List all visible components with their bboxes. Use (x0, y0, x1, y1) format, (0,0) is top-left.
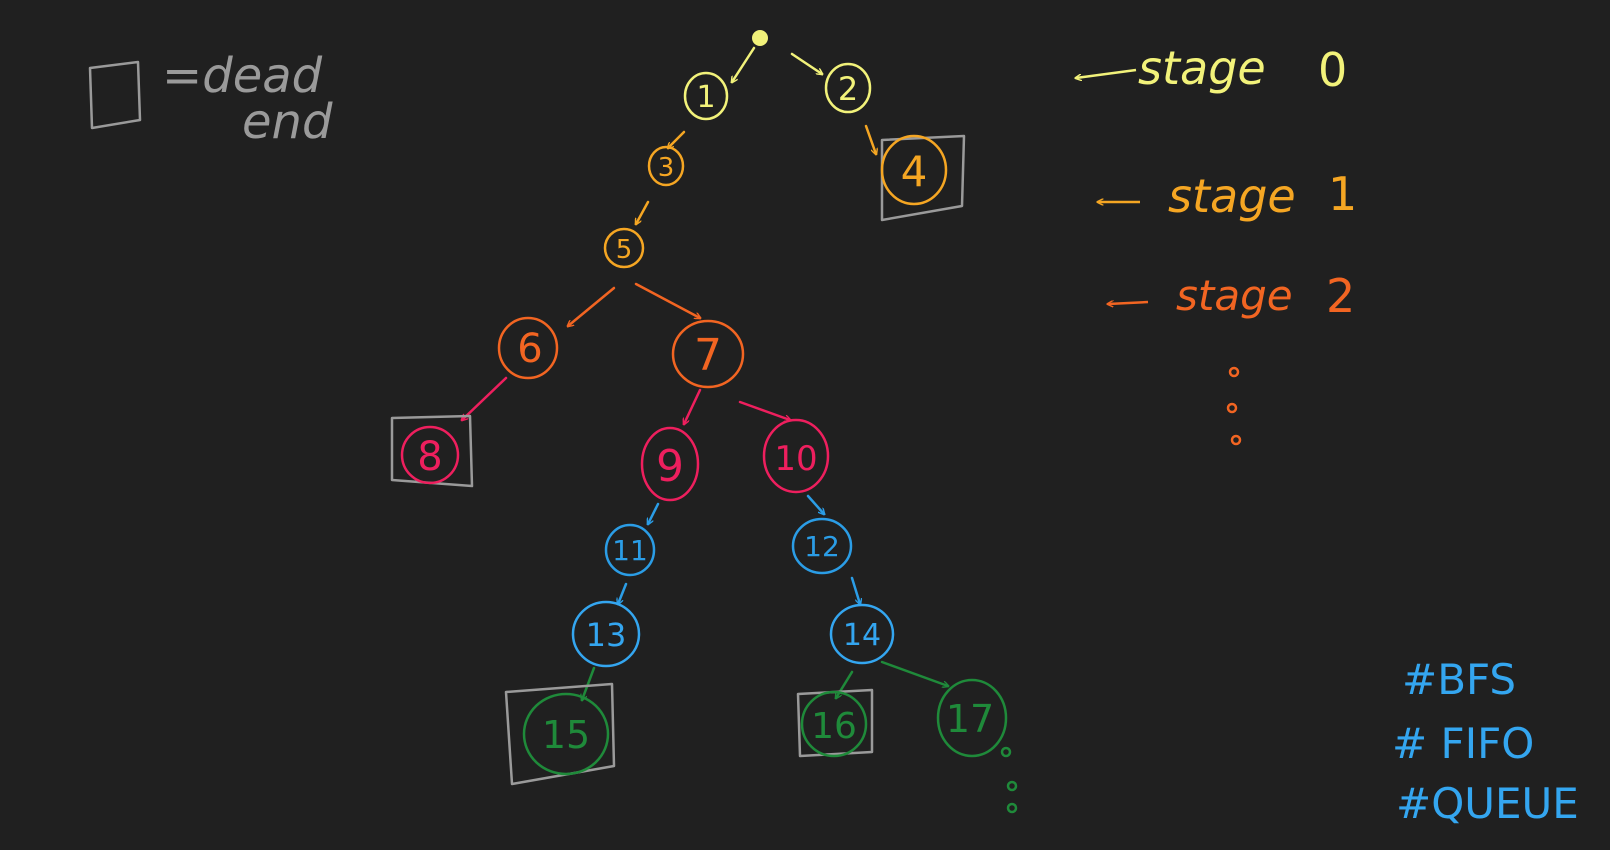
node-5: 5 (603, 227, 645, 269)
node-label-13: 13 (586, 616, 627, 654)
edge-11-13 (618, 582, 628, 604)
edge-14-16 (836, 670, 854, 698)
node-label-8: 8 (417, 434, 442, 480)
node-14: 14 (829, 603, 895, 665)
stage-1: stage 1 (1098, 167, 1357, 223)
node-label-4: 4 (901, 147, 928, 196)
node-label-1: 1 (696, 80, 715, 115)
node-6: 6 (497, 316, 559, 380)
node-label-9: 9 (656, 441, 684, 492)
node-label-10: 10 (774, 439, 817, 479)
node-9: 9 (640, 426, 700, 502)
root-node (752, 30, 768, 46)
dead-end-box-8 (390, 414, 474, 488)
node-3: 3 (647, 145, 685, 187)
node-16: 16 (796, 688, 874, 758)
node-15: 15 (504, 682, 616, 786)
tag-fifo: # FIFO (1392, 719, 1534, 768)
dead-end-box-15 (504, 682, 616, 786)
node-label-17: 17 (946, 697, 994, 741)
node-label-16: 16 (811, 706, 857, 747)
edge-2-4 (864, 124, 876, 154)
hashtags: #BFS # FIFO #QUEUE (1392, 655, 1579, 828)
stage-2: stage 2 (1108, 269, 1355, 323)
stage-continuation-dots (1226, 366, 1242, 446)
node-label-7: 7 (694, 330, 722, 381)
tag-queue: #QUEUE (1396, 779, 1579, 828)
stage-0-number: 0 (1318, 43, 1347, 97)
node-label-12: 12 (804, 530, 840, 563)
nodes: 1 2 3 4 5 6 7 (390, 62, 1018, 814)
edge-9-11 (648, 502, 660, 524)
tag-bfs: #BFS (1402, 655, 1516, 704)
dead-end-box-4 (880, 134, 966, 222)
node-label-6: 6 (517, 326, 542, 372)
node-label-3: 3 (658, 153, 675, 183)
node-4: 4 (880, 134, 966, 222)
edge-7-10 (738, 400, 790, 420)
legend-text-line1: =dead (162, 48, 323, 104)
stage-1-number: 1 (1328, 167, 1357, 221)
stage-2-label: stage (1176, 271, 1293, 320)
edge-3-5 (636, 200, 650, 224)
edge-13-15 (582, 666, 596, 700)
edge-10-12 (806, 494, 824, 514)
edge-5-6 (568, 286, 616, 326)
edge-7-9 (684, 388, 702, 424)
stage-1-label: stage (1168, 169, 1296, 223)
node-label-11: 11 (612, 534, 648, 567)
node-1: 1 (683, 71, 729, 121)
edge-5-7 (634, 282, 700, 318)
edge-root-1 (732, 46, 756, 82)
stage-2-number: 2 (1326, 269, 1355, 323)
node-13: 13 (571, 600, 641, 668)
dead-end-box-16 (796, 688, 874, 758)
node-label-14: 14 (843, 618, 881, 653)
node-label-2: 2 (838, 70, 858, 108)
node-2: 2 (824, 62, 872, 114)
node-label-5: 5 (616, 235, 633, 265)
edge-6-8 (462, 376, 508, 420)
legend-text-line2: end (242, 94, 333, 150)
node-10: 10 (762, 418, 830, 494)
node-12: 12 (791, 517, 853, 575)
node-17: 17 (936, 678, 1008, 758)
node-8: 8 (390, 414, 474, 488)
legend-dead-end-box (88, 60, 142, 130)
edge-12-14 (850, 576, 860, 604)
stage-0: stage 0 (1076, 41, 1347, 97)
stage-annotations: stage 0 stage 1 stage 2 (1076, 41, 1357, 446)
edge-14-17 (880, 660, 948, 686)
node-11: 11 (604, 523, 656, 577)
continuation-dots-17 (1000, 746, 1018, 814)
edge-root-2 (790, 52, 822, 74)
legend: =dead end (88, 48, 333, 150)
node-7: 7 (671, 319, 745, 389)
stage-0-label: stage (1138, 41, 1266, 95)
edges (462, 46, 948, 700)
node-label-15: 15 (542, 713, 590, 757)
edge-1-3 (668, 130, 686, 148)
